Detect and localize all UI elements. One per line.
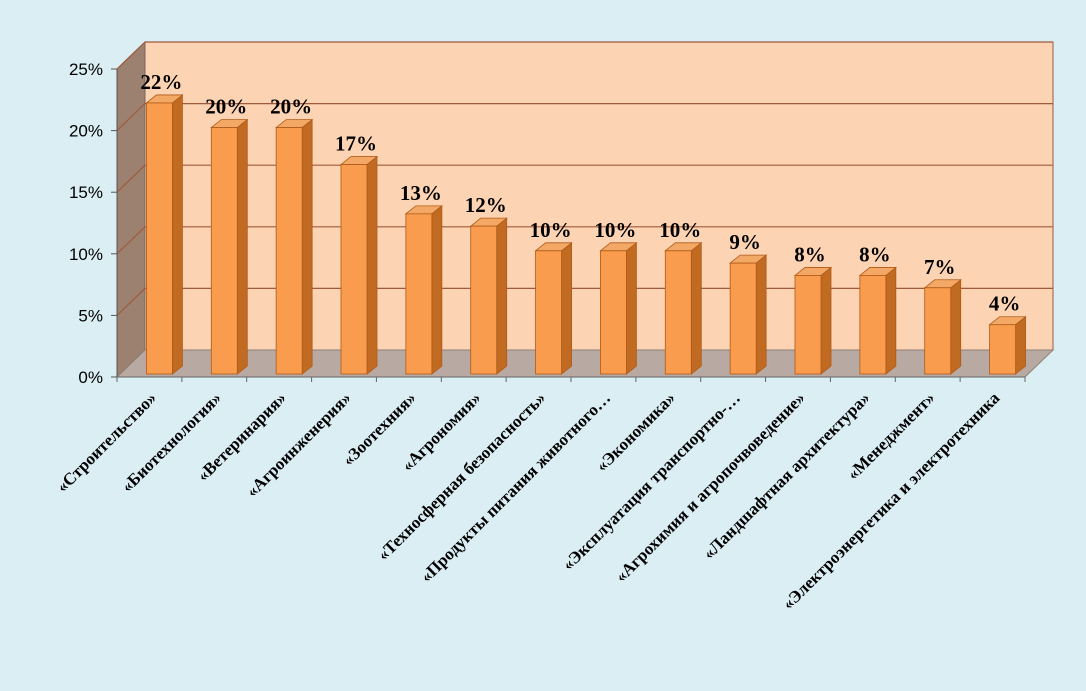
bar-side bbox=[301, 118, 313, 375]
y-tick-label: 10% bbox=[69, 245, 103, 264]
bar bbox=[794, 275, 822, 375]
y-tick-label: 5% bbox=[78, 306, 103, 325]
data-label: 20% bbox=[205, 95, 247, 119]
bar-side bbox=[626, 241, 637, 375]
data-label: 4% bbox=[989, 292, 1021, 316]
data-label: 12% bbox=[465, 193, 507, 217]
bar-side bbox=[496, 217, 508, 375]
bar-side bbox=[690, 241, 702, 375]
bar-side bbox=[820, 266, 832, 375]
bar bbox=[405, 213, 433, 375]
data-label: 17% bbox=[335, 132, 377, 156]
bar bbox=[470, 225, 498, 375]
data-label: 7% bbox=[924, 255, 956, 279]
gridline-side bbox=[116, 164, 146, 193]
bar-side bbox=[885, 266, 897, 375]
bar bbox=[210, 127, 238, 375]
gridline-side bbox=[116, 103, 146, 132]
bar bbox=[340, 164, 368, 375]
bar-side bbox=[1015, 315, 1026, 375]
bar-side bbox=[172, 94, 183, 375]
bar bbox=[859, 275, 887, 375]
data-label: 10% bbox=[594, 218, 636, 242]
bar-side bbox=[431, 205, 443, 375]
gridline-side bbox=[116, 287, 146, 316]
bar bbox=[535, 250, 562, 375]
data-label: 10% bbox=[659, 218, 701, 242]
bar bbox=[729, 262, 757, 375]
bar-side bbox=[950, 278, 962, 375]
bar bbox=[600, 250, 627, 375]
gridline-side bbox=[116, 41, 146, 70]
bar-side bbox=[755, 254, 767, 375]
bar-side bbox=[236, 118, 248, 375]
y-tick-label: 25% bbox=[69, 60, 103, 79]
data-label: 10% bbox=[530, 218, 572, 242]
bar bbox=[664, 250, 692, 375]
gridline-side bbox=[116, 226, 146, 255]
bar-side bbox=[561, 241, 572, 375]
bar bbox=[989, 324, 1016, 375]
data-label: 13% bbox=[400, 181, 442, 205]
data-label: 8% bbox=[794, 242, 826, 266]
bar bbox=[146, 102, 173, 375]
y-tick-label: 0% bbox=[78, 368, 103, 387]
y-tick-label: 15% bbox=[69, 183, 103, 202]
bar bbox=[275, 127, 303, 375]
bar bbox=[924, 287, 952, 375]
data-label: 22% bbox=[140, 70, 182, 94]
plot-floor bbox=[115, 349, 1055, 378]
bar-side bbox=[366, 155, 378, 375]
y-tick-label: 20% bbox=[69, 122, 103, 141]
data-label: 9% bbox=[729, 230, 761, 254]
data-label: 20% bbox=[270, 95, 312, 119]
data-label: 8% bbox=[859, 242, 891, 266]
